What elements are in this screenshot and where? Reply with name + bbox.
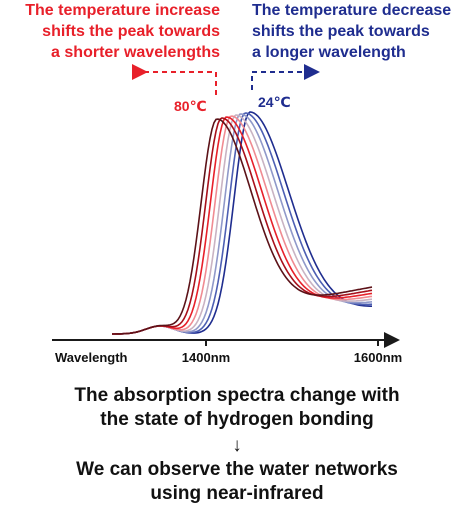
caption-line-4: using near-infrared <box>150 483 324 504</box>
decrease-shift-arrow <box>251 64 320 90</box>
spectrum-curve <box>112 111 372 335</box>
x-axis: Wavelength 1400nm 1600nm <box>52 332 402 365</box>
spectrum-curve <box>112 118 373 335</box>
caption-observe: We can observe the water networks using … <box>0 458 474 506</box>
temperature-label-24c: 24℃ <box>258 94 291 110</box>
temperature-decrease-note: The temperature decrease shifts the peak… <box>252 0 474 63</box>
caption-line-2: the state of hydrogen bonding <box>100 409 374 430</box>
down-arrow-icon: ↓ <box>232 435 242 456</box>
temperature-increase-note: The temperature increase shifts the peak… <box>2 0 220 63</box>
spectra-series-group <box>112 111 373 335</box>
increase-note-line-1: The temperature increase <box>25 2 220 19</box>
caption-line-1: The absorption spectra change with <box>74 385 400 406</box>
temperature-label-80c: 80℃ <box>174 98 207 114</box>
increase-shift-arrow <box>132 64 217 95</box>
decrease-note-line-1: The temperature decrease <box>252 2 452 19</box>
decrease-note-line-3: a longer wavelength <box>252 44 406 61</box>
increase-note-line-3: a shorter wavelengths <box>51 44 220 61</box>
caption-line-3: We can observe the water networks <box>76 459 398 480</box>
shift-indicators <box>132 64 320 95</box>
absorption-spectra-chart: 80℃ 24℃ Wavelength 1400nm 1600nm <box>52 64 402 365</box>
increase-note-line-2: shifts the peak towards <box>42 23 220 40</box>
caption-absorption: The absorption spectra change with the s… <box>0 384 474 432</box>
x-tick-label-1600: 1600nm <box>354 350 402 365</box>
spectrum-curve <box>112 117 373 335</box>
decrease-note-line-2: shifts the peak towards <box>252 23 430 40</box>
x-axis-label: Wavelength <box>55 350 128 365</box>
x-tick-label-1400: 1400nm <box>182 350 230 365</box>
